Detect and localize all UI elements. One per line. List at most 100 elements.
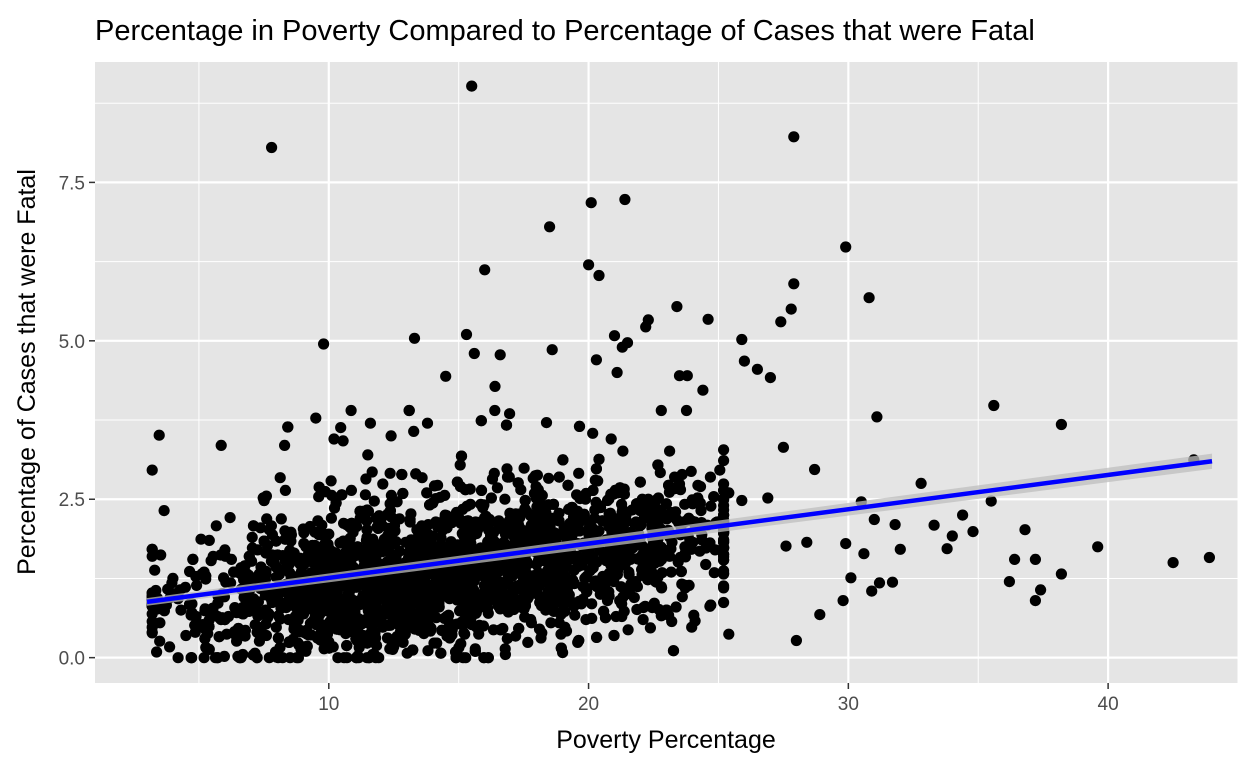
data-point <box>552 590 564 602</box>
data-point <box>489 380 501 392</box>
data-point <box>510 565 522 577</box>
data-point <box>263 608 275 620</box>
data-point <box>928 519 940 531</box>
data-point <box>694 481 707 493</box>
data-point <box>371 640 383 652</box>
y-tick-label: 2.5 <box>59 490 85 511</box>
data-point <box>408 332 421 344</box>
data-point <box>149 564 161 576</box>
minor-gridlines <box>95 62 1239 683</box>
data-point <box>446 629 458 641</box>
data-point <box>351 622 363 635</box>
data-point <box>306 539 318 552</box>
data-point <box>272 632 284 644</box>
data-point <box>611 366 623 379</box>
data-point <box>519 598 531 610</box>
data-point <box>275 513 287 525</box>
data-point <box>239 560 251 572</box>
data-point <box>590 354 603 366</box>
data-point <box>385 430 397 442</box>
data-point <box>200 570 212 582</box>
data-point <box>504 408 516 420</box>
data-point <box>780 540 792 552</box>
data-point <box>151 646 163 658</box>
data-point <box>215 439 227 451</box>
data-point <box>718 568 730 580</box>
data-point <box>665 566 677 578</box>
data-point <box>407 644 419 656</box>
data-point <box>341 602 353 614</box>
data-point <box>385 589 397 601</box>
data-point <box>858 548 870 560</box>
data-point <box>555 642 567 654</box>
data-point <box>315 526 327 538</box>
data-point <box>562 479 574 491</box>
data-point <box>320 641 332 653</box>
data-point <box>915 477 927 489</box>
data-point <box>422 608 435 620</box>
data-point <box>184 598 196 611</box>
data-point <box>442 584 454 596</box>
data-point <box>548 553 561 565</box>
data-point <box>253 635 265 647</box>
data-point <box>153 429 165 441</box>
data-point <box>395 628 408 640</box>
data-point <box>704 471 717 483</box>
data-point <box>557 454 569 466</box>
data-point <box>529 470 541 482</box>
data-point <box>801 536 813 548</box>
data-point <box>428 480 441 492</box>
data-point <box>634 476 646 488</box>
data-point <box>279 533 291 545</box>
data-point <box>411 620 423 632</box>
data-point <box>391 496 403 508</box>
data-point <box>354 505 366 517</box>
data-point <box>360 473 372 485</box>
data-point <box>301 640 313 652</box>
data-point <box>468 347 480 360</box>
data-point <box>718 582 730 594</box>
data-point <box>1055 568 1067 580</box>
data-point <box>676 468 688 481</box>
data-point <box>459 484 471 496</box>
data-point <box>146 621 158 633</box>
data-point <box>315 558 328 570</box>
data-point <box>302 548 315 561</box>
data-point <box>866 585 878 597</box>
data-point <box>432 573 444 585</box>
data-point <box>590 463 603 475</box>
data-point <box>679 579 691 592</box>
data-point <box>681 370 693 382</box>
data-point <box>212 652 224 664</box>
data-point <box>674 551 686 564</box>
data-point <box>392 609 404 621</box>
data-point <box>274 472 286 484</box>
data-point <box>199 633 211 645</box>
data-point <box>172 652 184 664</box>
data-point <box>421 487 433 499</box>
data-point <box>643 547 655 559</box>
data-point <box>569 609 581 621</box>
data-point <box>1092 541 1104 553</box>
chart-title: Percentage in Poverty Compared to Percen… <box>95 15 1035 47</box>
data-point <box>622 624 634 636</box>
data-point <box>675 565 687 578</box>
data-point <box>541 565 554 577</box>
data-point <box>809 463 821 476</box>
data-point <box>361 515 373 527</box>
data-point <box>328 433 340 445</box>
data-point <box>266 141 278 154</box>
data-point <box>281 586 293 599</box>
data-point <box>260 568 272 580</box>
data-point <box>405 508 417 520</box>
data-point <box>358 590 370 602</box>
data-point <box>234 652 246 664</box>
data-point <box>656 548 668 560</box>
data-point <box>427 530 439 542</box>
data-point <box>372 522 384 535</box>
data-point <box>714 464 726 476</box>
data-point <box>220 576 232 588</box>
data-point <box>616 341 628 353</box>
data-point <box>187 553 199 566</box>
data-point <box>237 608 249 620</box>
